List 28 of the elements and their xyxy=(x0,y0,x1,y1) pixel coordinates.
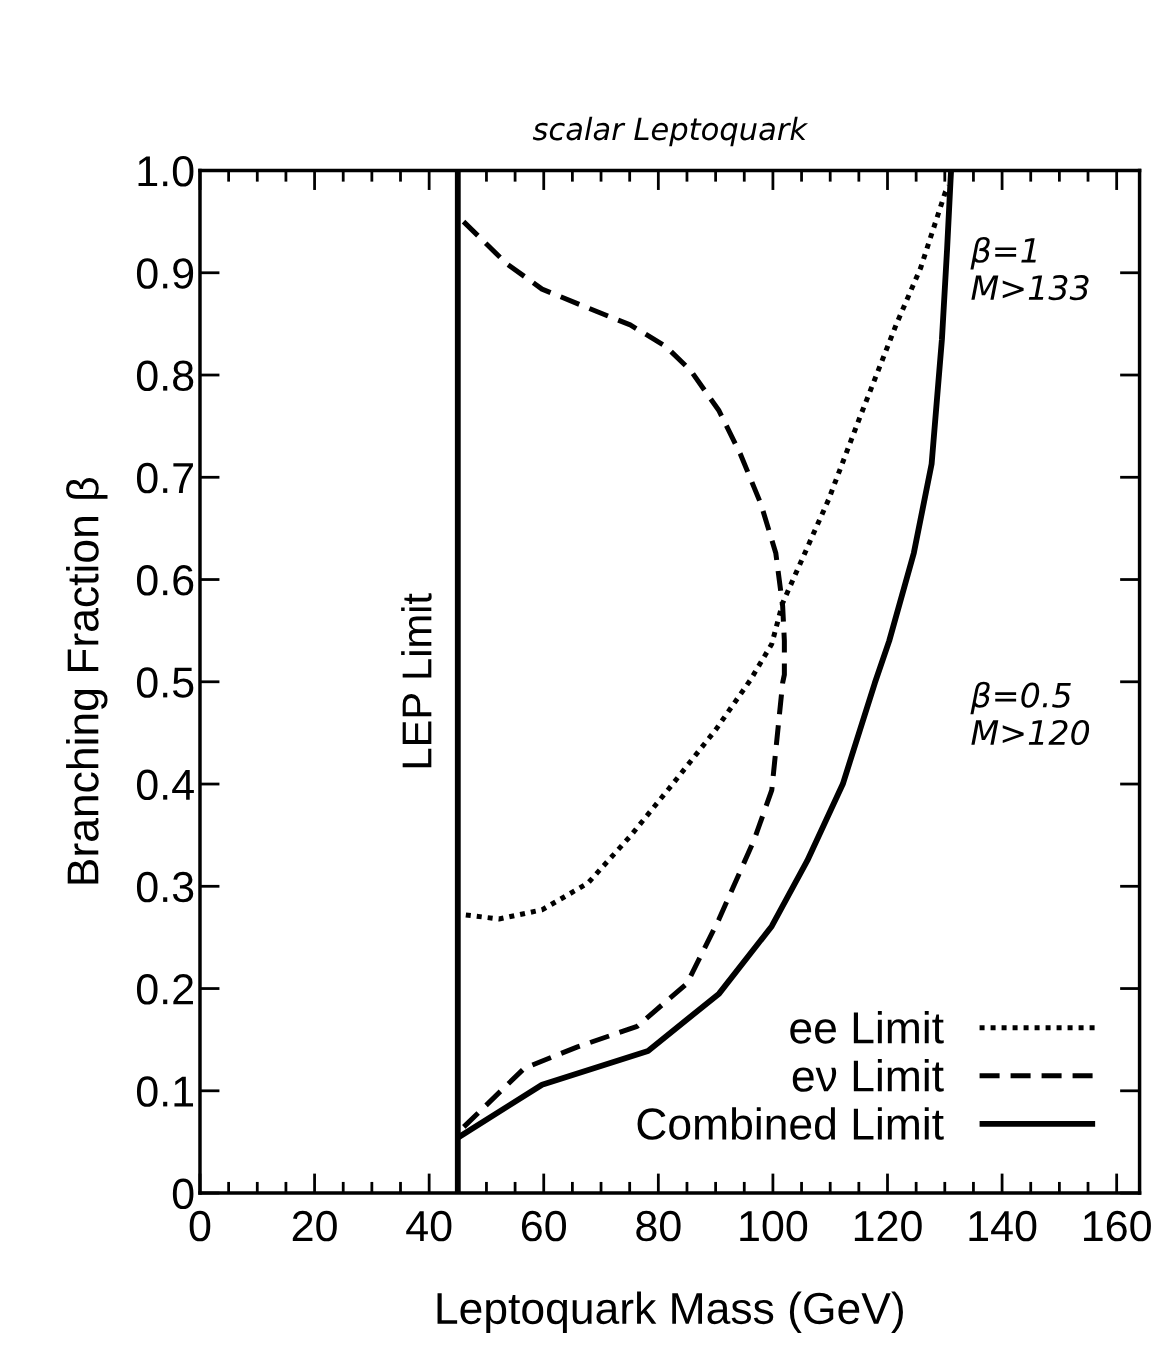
legend-label: Combined Limit xyxy=(637,1107,944,1140)
x-tick-label: 100 xyxy=(740,1210,808,1242)
y-tick-label: 0.1 xyxy=(136,1076,194,1107)
x-axis-title: Leptoquark Mass (GeV) xyxy=(437,1291,903,1333)
legend-label: eν Limit xyxy=(792,1059,944,1092)
y-tick-label: 0.5 xyxy=(136,667,194,698)
ref-line-label: LEP Limit xyxy=(401,593,432,768)
chart-title: scalar Leptoquark xyxy=(532,116,809,147)
x-tick-label: 120 xyxy=(854,1210,922,1242)
y-axis-title: Branching Fraction β xyxy=(66,478,108,884)
x-tick-label: 20 xyxy=(292,1210,337,1242)
y-tick-label: 0.2 xyxy=(136,974,193,1005)
y-tick-label: 0.9 xyxy=(136,258,194,289)
y-tick-label: 0.6 xyxy=(136,565,194,596)
x-tick-label: 40 xyxy=(406,1210,452,1242)
y-tick-label: 1.0 xyxy=(138,156,194,187)
y-tick-label: 0.7 xyxy=(136,462,193,494)
annotation: β=0.5 M>120 xyxy=(970,681,1090,746)
legend-label: ee Limit xyxy=(790,1010,944,1044)
x-tick-label: 80 xyxy=(636,1210,681,1242)
y-tick-label: 0.3 xyxy=(136,871,194,903)
x-tick-label: 140 xyxy=(969,1210,1037,1242)
y-tick-label: 0.4 xyxy=(136,769,194,801)
x-tick-label: 60 xyxy=(521,1210,566,1242)
x-tick-label: 160 xyxy=(1084,1210,1151,1242)
annotation: β=1 M>133 xyxy=(970,236,1089,301)
y-tick-label: 0.8 xyxy=(136,360,194,392)
y-tick-label: 0 xyxy=(172,1178,194,1210)
